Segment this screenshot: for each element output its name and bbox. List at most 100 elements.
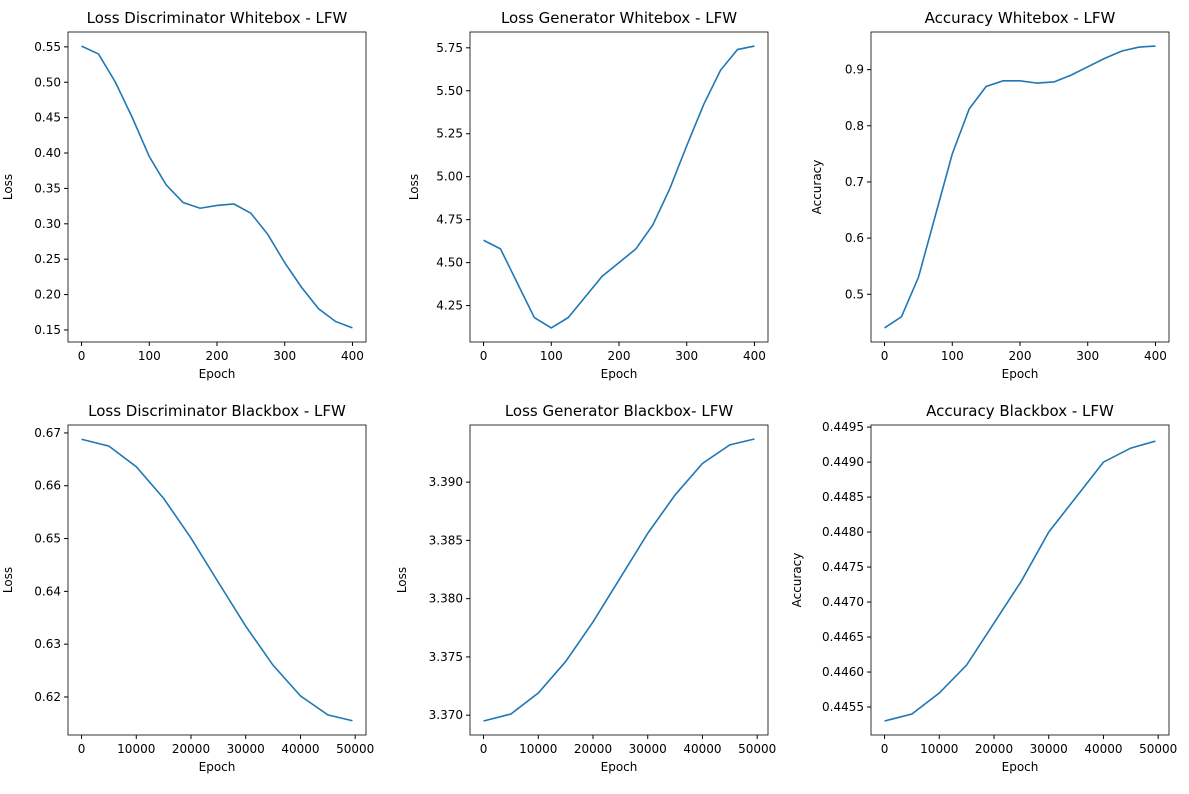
line [483, 45, 755, 329]
x-tick-label: 20000 [574, 742, 612, 756]
y-tick-label: 0.40 [34, 146, 61, 160]
y-tick-label: 0.67 [34, 426, 61, 440]
x-tick-label: 300 [273, 349, 296, 363]
line [483, 438, 755, 722]
x-tick-label: 50000 [738, 742, 776, 756]
y-tick-label: 5.75 [436, 41, 463, 55]
y-tick-label: 0.45 [34, 111, 61, 125]
y-axis-label: Loss [1, 567, 15, 593]
y-tick-label: 4.75 [436, 213, 463, 227]
x-tick-label: 400 [341, 349, 364, 363]
chart-title: Loss Generator Blackbox- LFW [505, 402, 733, 420]
y-tick-label: 3.390 [429, 475, 463, 489]
y-tick-label: 0.66 [34, 479, 61, 493]
x-tick-label: 30000 [629, 742, 667, 756]
y-tick-label: 0.62 [34, 690, 61, 704]
x-tick-label: 10000 [117, 742, 155, 756]
axes-frame [870, 31, 1170, 343]
y-tick-label: 5.00 [436, 170, 463, 184]
y-tick-label: 0.4455 [822, 700, 864, 714]
y-tick-label: 0.8 [845, 119, 864, 133]
y-tick-label: 0.25 [34, 252, 61, 266]
x-tick-label: 200 [206, 349, 229, 363]
line [81, 45, 353, 329]
x-tick-label: 0 [881, 742, 889, 756]
y-tick-label: 3.375 [429, 650, 463, 664]
y-tick-label: 0.4470 [822, 595, 864, 609]
chart-title: Loss Discriminator Blackbox - LFW [88, 402, 346, 420]
x-tick-label: 100 [941, 349, 964, 363]
x-tick-label: 50000 [336, 742, 374, 756]
y-tick-label: 0.63 [34, 637, 61, 651]
y-axis-label: Loss [1, 174, 15, 200]
y-tick-label: 0.20 [34, 288, 61, 302]
x-tick-label: 300 [675, 349, 698, 363]
y-tick-label: 0.15 [34, 323, 61, 337]
y-tick-label: 5.50 [436, 84, 463, 98]
x-tick-label: 0 [78, 349, 86, 363]
y-tick-label: 0.64 [34, 584, 61, 598]
y-tick-label: 0.4490 [822, 455, 864, 469]
x-axis-label: Epoch [199, 760, 236, 774]
y-tick-label: 0.6 [845, 231, 864, 245]
chart-title: Loss Discriminator Whitebox - LFW [87, 9, 348, 27]
x-tick-label: 100 [540, 349, 563, 363]
y-axis-label: Loss [407, 174, 421, 200]
x-tick-label: 20000 [172, 742, 210, 756]
axes-frame [469, 31, 769, 343]
y-tick-label: 0.35 [34, 181, 61, 195]
x-tick-label: 0 [881, 349, 889, 363]
y-tick-label: 0.4465 [822, 630, 864, 644]
y-tick-label: 0.4475 [822, 560, 864, 574]
y-tick-label: 4.50 [436, 256, 463, 270]
y-tick-label: 4.25 [436, 299, 463, 313]
axes-frame [67, 424, 367, 736]
axes-frame [870, 424, 1170, 736]
x-tick-label: 400 [1144, 349, 1167, 363]
y-tick-label: 0.50 [34, 75, 61, 89]
y-tick-label: 0.4480 [822, 525, 864, 539]
y-tick-label: 3.385 [429, 533, 463, 547]
y-axis-label: Loss [395, 567, 409, 593]
y-tick-label: 0.9 [845, 63, 864, 77]
x-axis-label: Epoch [1002, 760, 1039, 774]
x-axis-label: Epoch [601, 367, 638, 381]
chart-title: Accuracy Whitebox - LFW [925, 9, 1116, 27]
x-tick-label: 30000 [1030, 742, 1068, 756]
y-tick-label: 0.65 [34, 532, 61, 546]
x-tick-label: 300 [1076, 349, 1099, 363]
x-tick-label: 20000 [975, 742, 1013, 756]
x-axis-label: Epoch [1002, 367, 1039, 381]
x-tick-label: 100 [138, 349, 161, 363]
y-tick-label: 0.4460 [822, 665, 864, 679]
x-tick-label: 200 [608, 349, 631, 363]
y-tick-label: 0.55 [34, 40, 61, 54]
line [884, 45, 1156, 329]
x-tick-label: 10000 [519, 742, 557, 756]
y-tick-label: 0.4485 [822, 490, 864, 504]
x-tick-label: 10000 [920, 742, 958, 756]
chart-title: Accuracy Blackbox - LFW [926, 402, 1114, 420]
x-tick-label: 40000 [1084, 742, 1122, 756]
x-tick-label: 400 [743, 349, 766, 363]
y-tick-label: 3.380 [429, 592, 463, 606]
y-tick-label: 0.4495 [822, 420, 864, 434]
y-tick-label: 5.25 [436, 127, 463, 141]
y-axis-label: Accuracy [790, 553, 804, 608]
x-tick-label: 200 [1009, 349, 1032, 363]
y-tick-label: 0.30 [34, 217, 61, 231]
x-tick-label: 50000 [1139, 742, 1177, 756]
x-axis-label: Epoch [199, 367, 236, 381]
axes-frame [469, 424, 769, 736]
y-tick-label: 3.370 [429, 708, 463, 722]
line [81, 438, 353, 722]
chart-title: Loss Generator Whitebox - LFW [501, 9, 737, 27]
x-tick-label: 0 [480, 742, 488, 756]
y-tick-label: 0.7 [845, 175, 864, 189]
x-tick-label: 0 [78, 742, 86, 756]
x-tick-label: 30000 [227, 742, 265, 756]
line [884, 440, 1156, 722]
x-tick-label: 0 [480, 349, 488, 363]
x-axis-label: Epoch [601, 760, 638, 774]
